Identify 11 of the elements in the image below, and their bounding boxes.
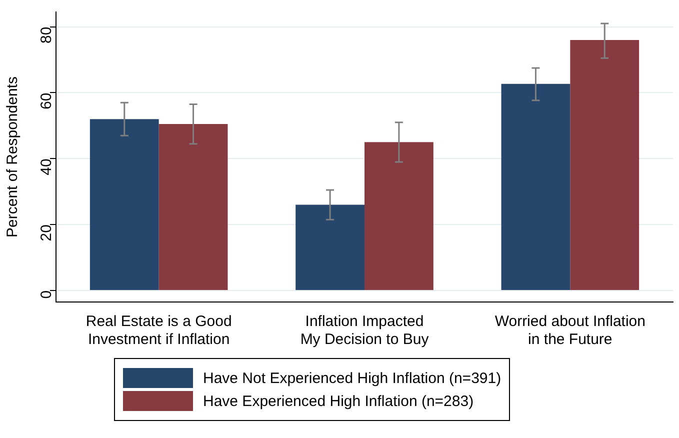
y-tick-label: 80 [38,26,56,44]
y-tick-label: 0 [38,290,56,299]
y-tick-label: 20 [38,224,56,242]
y-tick-label: 40 [38,158,56,176]
x-tick-label: Real Estate is a Good Investment if Inflation [86,313,232,348]
legend-label: Have Experienced High Inflation (n=283) [203,392,474,410]
x-tick-label: Worried about Inflation in the Future [494,313,646,348]
y-axis-title: Percent of Respondents [4,76,22,238]
x-tick-label: Inflation Impacted My Decision to Buy [300,313,430,348]
legend-label: Have Not Experienced High Inflation (n=391) [203,370,502,386]
y-tick-label: 60 [38,92,56,110]
